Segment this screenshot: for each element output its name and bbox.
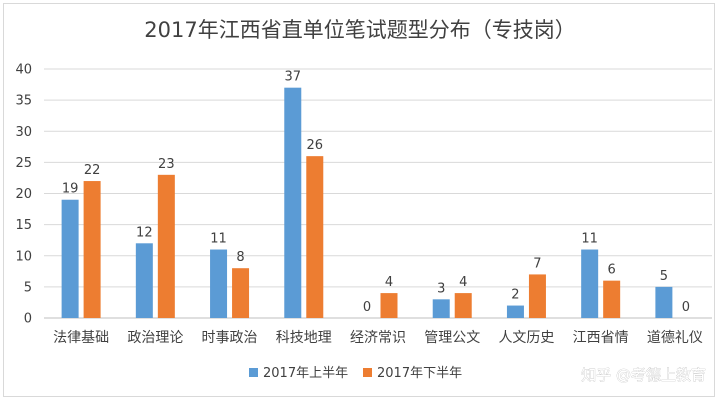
x-category-label: 管理公文 bbox=[424, 330, 480, 346]
data-label: 12 bbox=[136, 225, 153, 240]
y-tick-label: 15 bbox=[15, 218, 32, 233]
data-label: 5 bbox=[660, 269, 668, 284]
bar-series-1 bbox=[655, 286, 673, 318]
data-label: 11 bbox=[581, 232, 598, 247]
bar-series-1 bbox=[61, 199, 79, 318]
bar-series-2 bbox=[380, 293, 398, 318]
chart-title: 2017年江西省直单位笔试题型分布（专技岗） bbox=[144, 18, 575, 42]
legend-swatch bbox=[249, 368, 258, 377]
data-label: 0 bbox=[682, 300, 690, 315]
legend: 2017年上半年 2017年下半年 bbox=[249, 366, 462, 381]
bar-series-2 bbox=[603, 280, 621, 318]
data-label: 11 bbox=[210, 232, 227, 247]
x-category-label: 道德礼仪 bbox=[647, 330, 703, 346]
bar-series-1 bbox=[210, 249, 228, 318]
data-label: 7 bbox=[533, 256, 541, 271]
bar-series-2 bbox=[528, 274, 546, 318]
data-label: 26 bbox=[307, 138, 324, 153]
bar-series-2 bbox=[83, 181, 101, 318]
x-category-label: 时事政治 bbox=[202, 330, 258, 346]
x-category-label: 法律基础 bbox=[53, 329, 109, 346]
bar-series-2 bbox=[157, 174, 175, 318]
legend-label: 2017年下半年 bbox=[377, 366, 462, 381]
data-label: 8 bbox=[236, 250, 244, 265]
bar-series-1 bbox=[432, 299, 450, 318]
y-tick-label: 25 bbox=[15, 156, 32, 171]
y-tick-label: 30 bbox=[15, 125, 32, 140]
y-axis-ticks: 0 5 10 15 20 25 30 35 40 bbox=[15, 63, 32, 327]
x-category-label: 江西省情 bbox=[573, 330, 629, 346]
y-tick-label: 35 bbox=[15, 94, 32, 109]
x-category-label: 政治理论 bbox=[127, 330, 183, 346]
x-category-label: 经济常识 bbox=[350, 330, 406, 346]
y-tick-label: 40 bbox=[15, 63, 32, 78]
bar-series-1 bbox=[135, 243, 153, 318]
x-category-label: 科技地理 bbox=[276, 330, 332, 346]
data-label: 22 bbox=[84, 163, 101, 178]
bar-series-1 bbox=[284, 87, 302, 318]
data-label: 3 bbox=[437, 281, 445, 296]
data-label: 6 bbox=[608, 263, 616, 278]
data-label: 2 bbox=[511, 288, 519, 303]
gridlines bbox=[44, 68, 712, 319]
x-axis-categories: 法律基础 政治理论 时事政治 科技地理 经济常识 管理公文 人文历史 江西省情 道德礼仪 bbox=[53, 329, 703, 346]
y-tick-label: 20 bbox=[15, 187, 32, 202]
y-tick-label: 10 bbox=[15, 249, 32, 264]
y-tick-label: 0 bbox=[24, 312, 32, 327]
data-label: 37 bbox=[285, 70, 302, 85]
data-label: 23 bbox=[158, 157, 175, 172]
watermark-text: 知乎 @考德上教育 bbox=[581, 366, 706, 384]
legend-label: 2017年上半年 bbox=[263, 366, 348, 381]
bars bbox=[61, 87, 673, 318]
bar-series-2 bbox=[306, 156, 324, 318]
bar-series-2 bbox=[232, 268, 250, 318]
legend-swatch bbox=[363, 368, 372, 377]
y-tick-label: 5 bbox=[24, 280, 32, 295]
data-label: 4 bbox=[385, 275, 393, 290]
data-label: 4 bbox=[459, 275, 467, 290]
data-label: 0 bbox=[363, 300, 371, 315]
bar-series-2 bbox=[454, 293, 472, 318]
bar-series-1 bbox=[581, 249, 599, 318]
x-category-label: 人文历史 bbox=[498, 330, 554, 346]
data-label: 19 bbox=[62, 182, 79, 197]
bar-series-1 bbox=[506, 305, 524, 318]
